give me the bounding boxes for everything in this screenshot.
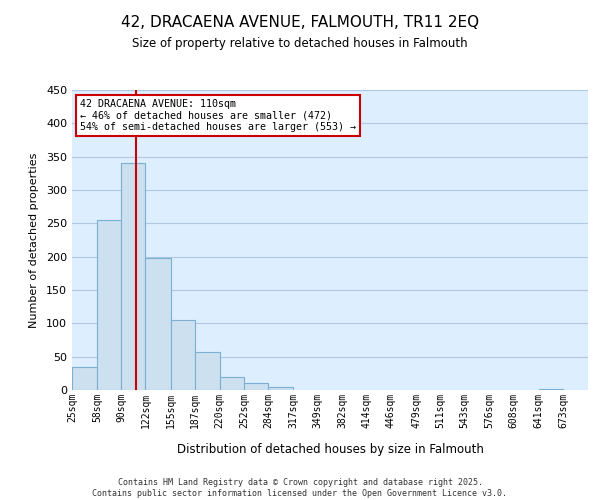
Bar [268,388,293,390]
Text: Contains HM Land Registry data © Crown copyright and database right 2025.
Contai: Contains HM Land Registry data © Crown c… [92,478,508,498]
Text: 42, DRACAENA AVENUE, FALMOUTH, TR11 2EQ: 42, DRACAENA AVENUE, FALMOUTH, TR11 2EQ [121,15,479,30]
Y-axis label: Number of detached properties: Number of detached properties [29,152,39,328]
Bar [220,376,244,390]
Text: Distribution of detached houses by size in Falmouth: Distribution of detached houses by size … [176,442,484,456]
Bar [121,164,145,390]
Text: Size of property relative to detached houses in Falmouth: Size of property relative to detached ho… [132,38,468,51]
Text: 42 DRACAENA AVENUE: 110sqm
← 46% of detached houses are smaller (472)
54% of sem: 42 DRACAENA AVENUE: 110sqm ← 46% of deta… [80,99,356,132]
Bar [170,320,195,390]
Bar [195,352,220,390]
Bar [145,258,170,390]
Bar [244,384,268,390]
Bar [97,220,121,390]
Bar [72,366,97,390]
Bar [539,388,563,390]
